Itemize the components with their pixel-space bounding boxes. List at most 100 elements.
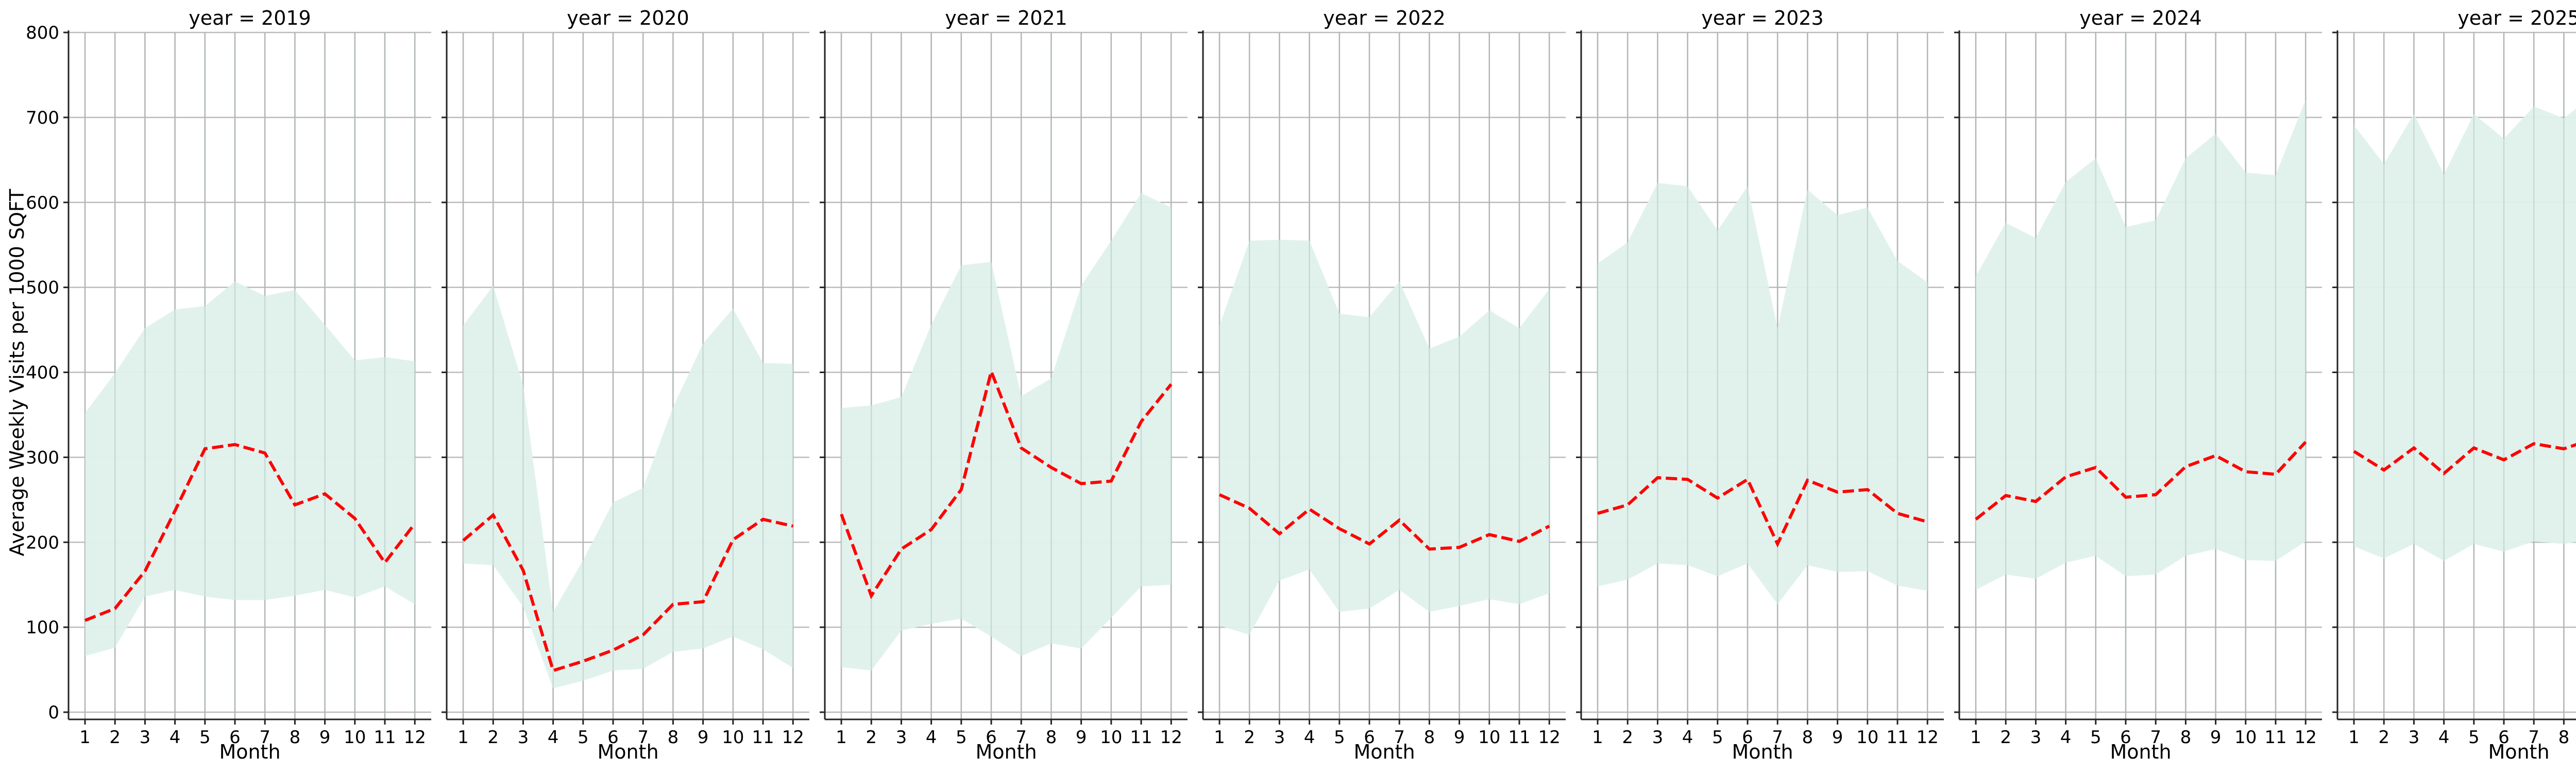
percentile-band (85, 281, 415, 657)
x-tick-label: 12 (2295, 727, 2317, 748)
x-tick-label: 8 (1424, 727, 1435, 748)
percentile-band (2354, 106, 2576, 561)
x-tick-label: 11 (374, 727, 396, 748)
x-tick-label: 9 (2210, 727, 2222, 748)
y-tick-label: 600 (26, 193, 59, 213)
y-tick-label: 100 (26, 617, 59, 638)
panel-title: year = 2024 (2079, 7, 2201, 29)
y-tick-label: 800 (26, 23, 59, 43)
panel-title: year = 2019 (189, 7, 311, 29)
panel-title: year = 2020 (567, 7, 689, 29)
x-tick-label: 5 (2468, 727, 2480, 748)
median-line (1975, 441, 2307, 521)
x-tick-label: 5 (956, 727, 967, 748)
x-tick-label: 2 (109, 727, 121, 748)
x-tick-label: 1 (836, 727, 847, 748)
median-line (84, 443, 416, 622)
x-tick-label: 7 (1772, 727, 1783, 748)
x-tick-label: 2 (2000, 727, 2011, 748)
x-tick-label: 8 (2180, 727, 2192, 748)
x-tick-label: 4 (1304, 727, 1315, 748)
x-tick-label: 7 (637, 727, 649, 748)
x-tick-label: 11 (1130, 727, 1152, 748)
x-tick-label: 9 (1454, 727, 1465, 748)
x-tick-label: 1 (457, 727, 469, 748)
x-tick-label: 3 (140, 727, 151, 748)
x-tick-label: 8 (1046, 727, 1057, 748)
x-tick-label: 7 (2150, 727, 2161, 748)
x-tick-label: 9 (1076, 727, 1087, 748)
x-tick-label: 4 (2060, 727, 2072, 748)
x-tick-label: 7 (1015, 727, 1027, 748)
x-tick-label: 7 (2528, 727, 2539, 748)
x-tick-label: 11 (2264, 727, 2286, 748)
median-line (1597, 476, 1928, 548)
x-tick-label: 5 (1712, 727, 1723, 748)
x-tick-label: 1 (1970, 727, 1981, 748)
x-tick-label: 8 (1802, 727, 1814, 748)
x-tick-label: 1 (1214, 727, 1225, 748)
x-tick-label: 3 (1274, 727, 1285, 748)
x-tick-label: 8 (668, 727, 679, 748)
x-tick-label: 12 (782, 727, 804, 748)
x-tick-label: 9 (698, 727, 709, 748)
x-tick-label: 2 (2378, 727, 2389, 748)
x-tick-label: 1 (2348, 727, 2360, 748)
x-tick-label: 6 (2120, 727, 2131, 748)
percentile-band (1976, 99, 2306, 590)
x-tick-label: 8 (2558, 727, 2570, 748)
x-tick-label: 2 (866, 727, 877, 748)
x-tick-label: 11 (752, 727, 774, 748)
x-tick-label: 4 (2438, 727, 2450, 748)
x-tick-label: 10 (2234, 727, 2257, 748)
percentile-band (463, 285, 793, 688)
x-tick-label: 5 (199, 727, 211, 748)
x-tick-label: 6 (2498, 727, 2510, 748)
median-line (462, 512, 793, 673)
x-tick-label: 10 (1100, 727, 1122, 748)
x-tick-label: 12 (1160, 727, 1182, 748)
y-tick-label: 400 (26, 363, 59, 383)
x-tick-label: 3 (896, 727, 907, 748)
x-tick-label: 12 (404, 727, 426, 748)
median-line (840, 366, 1173, 599)
y-tick-label: 700 (26, 108, 59, 128)
median-line (2353, 442, 2576, 476)
x-tick-label: 1 (79, 727, 91, 748)
x-tick-label: 4 (170, 727, 181, 748)
x-axis-label: Month (2110, 741, 2171, 763)
x-tick-label: 6 (607, 727, 619, 748)
x-axis-label: Month (975, 741, 1037, 763)
x-tick-label: 8 (290, 727, 301, 748)
x-tick-label: 3 (518, 727, 529, 748)
y-axis-label: Average Weekly Visits per 1000 SQFT (6, 189, 28, 556)
x-tick-label: 10 (1856, 727, 1878, 748)
x-axis-label: Month (219, 741, 280, 763)
x-tick-label: 3 (2030, 727, 2042, 748)
panel-title: year = 2022 (1323, 7, 1445, 29)
y-tick-label: 0 (48, 702, 59, 723)
x-tick-label: 5 (1334, 727, 1345, 748)
x-axis-label: Month (2488, 741, 2549, 763)
x-tick-label: 12 (1538, 727, 1561, 748)
x-tick-label: 11 (1508, 727, 1530, 748)
x-tick-label: 12 (1917, 727, 1939, 748)
x-axis-label: Month (597, 741, 658, 763)
x-tick-label: 10 (344, 727, 366, 748)
percentile-band (841, 193, 1172, 671)
y-tick-label: 300 (26, 447, 59, 468)
panel-title: year = 2023 (1701, 7, 1823, 29)
x-tick-label: 4 (1682, 727, 1693, 748)
x-tick-label: 5 (578, 727, 589, 748)
x-tick-label: 5 (2090, 727, 2102, 748)
percentile-band (1598, 182, 1928, 604)
x-tick-label: 2 (487, 727, 499, 748)
y-tick-label: 500 (26, 278, 59, 298)
y-tick-label: 200 (26, 532, 59, 553)
